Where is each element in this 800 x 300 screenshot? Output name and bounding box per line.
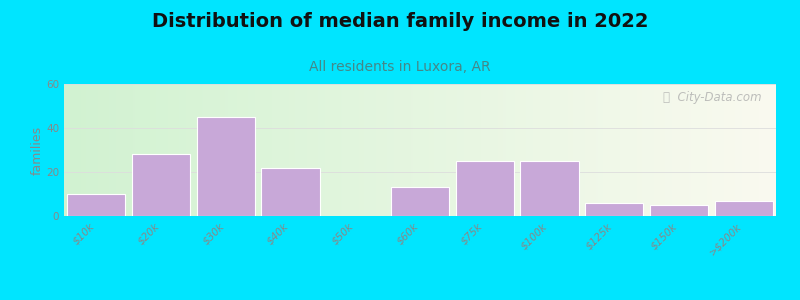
Bar xyxy=(520,161,578,216)
Bar xyxy=(714,201,773,216)
Text: Distribution of median family income in 2022: Distribution of median family income in … xyxy=(152,12,648,31)
Bar xyxy=(650,205,708,216)
Bar xyxy=(391,188,449,216)
Bar xyxy=(67,194,126,216)
Bar xyxy=(456,161,514,216)
Bar xyxy=(585,203,643,216)
Text: Ⓢ  City-Data.com: Ⓢ City-Data.com xyxy=(663,91,762,103)
Text: All residents in Luxora, AR: All residents in Luxora, AR xyxy=(309,60,491,74)
Bar xyxy=(132,154,190,216)
Bar xyxy=(262,168,320,216)
Bar xyxy=(197,117,255,216)
Y-axis label: families: families xyxy=(30,125,43,175)
